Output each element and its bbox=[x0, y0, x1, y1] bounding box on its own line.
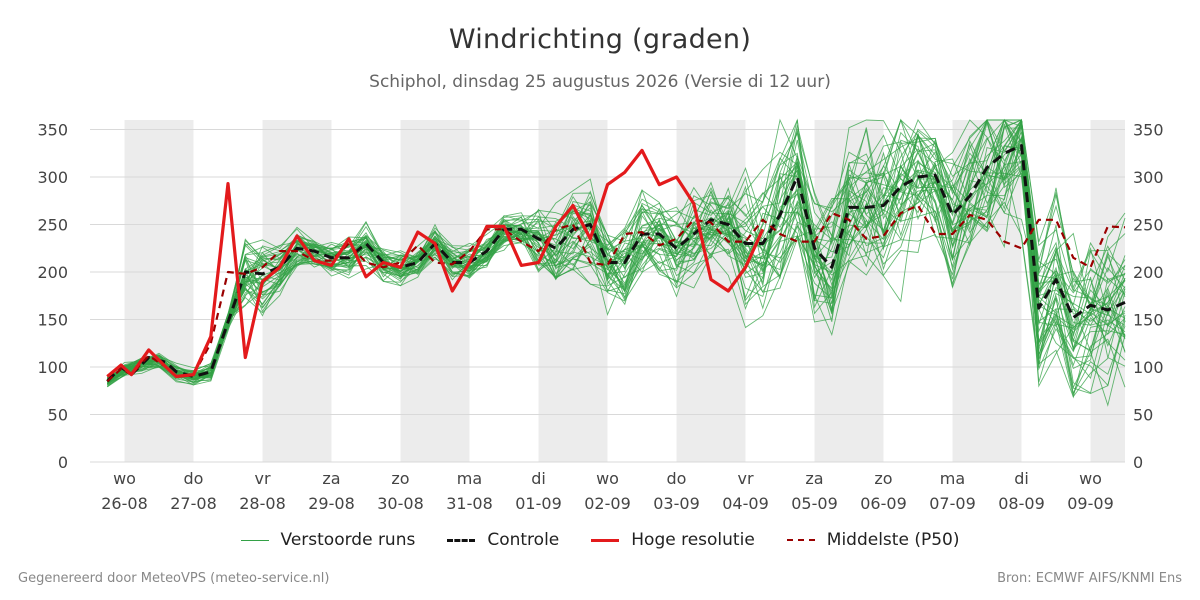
ensemble-member-line bbox=[107, 120, 1126, 398]
y-tick-label-right: 350 bbox=[1133, 121, 1164, 140]
ensemble-member-line bbox=[107, 119, 1126, 380]
x-tick-weekday: wo bbox=[596, 469, 619, 488]
night-band-4 bbox=[676, 120, 746, 462]
y-tick-label-right: 200 bbox=[1133, 263, 1164, 282]
ensemble-member-line bbox=[107, 165, 1126, 381]
y-tick-label-left: 50 bbox=[48, 406, 68, 425]
p50-line bbox=[106, 204, 1126, 383]
x-tick-date: 28-08 bbox=[239, 494, 286, 513]
legend-p50: Middelste (P50) bbox=[786, 530, 960, 550]
y-tick-label-left: 0 bbox=[58, 453, 68, 472]
legend-control-label: Controle bbox=[487, 530, 560, 550]
footer-source: Bron: ECMWF AIFS/KNMI Ens bbox=[997, 571, 1182, 586]
legend-ensemble: Verstoorde runs bbox=[240, 530, 416, 550]
y-tick-label-left: 100 bbox=[37, 358, 68, 377]
x-tick-date: 09-09 bbox=[1067, 494, 1114, 513]
x-tick-date: 26-08 bbox=[101, 494, 148, 513]
legend-p50-swatch bbox=[786, 539, 815, 541]
x-tick-weekday: do bbox=[184, 469, 204, 488]
ensemble-member-line bbox=[107, 119, 1126, 384]
y-tick-label-left: 350 bbox=[37, 121, 68, 140]
chart-subtitle: Schiphol, dinsdag 25 augustus 2026 (Vers… bbox=[369, 72, 831, 92]
legend-ensemble-swatch bbox=[240, 539, 269, 541]
x-tick-weekday: zo bbox=[874, 469, 892, 488]
x-tick-weekday: ma bbox=[457, 469, 482, 488]
y-tick-label-left: 250 bbox=[37, 216, 68, 235]
x-tick-date: 04-09 bbox=[722, 494, 769, 513]
y-tick-label-left: 200 bbox=[37, 263, 68, 282]
y-tick-label-right: 0 bbox=[1133, 453, 1143, 472]
ensemble-member-line bbox=[107, 118, 1126, 388]
ensemble-member-line bbox=[107, 119, 1126, 384]
x-tick-date: 08-09 bbox=[998, 494, 1045, 513]
x-tick-weekday: di bbox=[531, 469, 546, 488]
ensemble-member-line bbox=[107, 118, 1126, 381]
legend-hres-swatch bbox=[591, 538, 620, 542]
x-tick-weekday: zo bbox=[391, 469, 409, 488]
legend-control: Controle bbox=[447, 530, 559, 550]
night-band-0 bbox=[124, 120, 194, 462]
chart-title: Windrichting (graden) bbox=[448, 24, 752, 55]
ensemble-member-line bbox=[107, 124, 1126, 382]
x-tick-weekday: wo bbox=[113, 469, 136, 488]
ensemble-member-line bbox=[106, 118, 1126, 384]
x-tick-weekday: wo bbox=[1079, 469, 1102, 488]
ensemble-member-line bbox=[107, 119, 1126, 380]
x-tick-date: 05-09 bbox=[791, 494, 838, 513]
x-tick-weekday: vr bbox=[737, 469, 753, 488]
legend-hres: Hoge resolutie bbox=[591, 530, 755, 550]
y-tick-label-right: 150 bbox=[1133, 311, 1164, 330]
y-tick-label-left: 150 bbox=[37, 311, 68, 330]
y-tick-label-right: 50 bbox=[1133, 406, 1153, 425]
y-tick-label-right: 250 bbox=[1133, 216, 1164, 235]
legend-ensemble-label: Verstoorde runs bbox=[280, 530, 416, 550]
x-tick-date: 27-08 bbox=[170, 494, 217, 513]
x-tick-date: 30-08 bbox=[377, 494, 424, 513]
hres-line bbox=[106, 148, 765, 379]
ensemble-member-line bbox=[107, 119, 1126, 384]
x-tick-weekday: di bbox=[1014, 469, 1029, 488]
legend: Verstoorde runs Controle Hoge resolutie … bbox=[0, 530, 1200, 550]
x-tick-date: 29-08 bbox=[308, 494, 355, 513]
legend-control-swatch bbox=[447, 538, 476, 542]
legend-p50-label: Middelste (P50) bbox=[826, 530, 960, 550]
y-tick-label-right: 100 bbox=[1133, 358, 1164, 377]
night-band-3 bbox=[538, 120, 608, 462]
x-tick-date: 03-09 bbox=[653, 494, 700, 513]
x-tick-date: 06-09 bbox=[860, 494, 907, 513]
legend-hres-label: Hoge resolutie bbox=[631, 530, 755, 550]
x-tick-date: 07-09 bbox=[929, 494, 976, 513]
y-tick-label-right: 300 bbox=[1133, 168, 1164, 187]
night-band-1 bbox=[262, 120, 332, 462]
night-band-2 bbox=[400, 120, 470, 462]
x-tick-weekday: vr bbox=[254, 469, 270, 488]
y-tick-label-left: 300 bbox=[37, 168, 68, 187]
x-tick-date: 01-09 bbox=[515, 494, 562, 513]
x-tick-weekday: do bbox=[667, 469, 687, 488]
x-tick-weekday: ma bbox=[940, 469, 965, 488]
x-tick-weekday: za bbox=[805, 469, 823, 488]
ensemble-member-line bbox=[106, 145, 1126, 385]
footer-generator: Gegenereerd door MeteoVPS (meteo-service… bbox=[18, 571, 330, 586]
ensemble-member-line bbox=[107, 118, 1126, 386]
x-tick-date: 02-09 bbox=[584, 494, 631, 513]
x-tick-date: 31-08 bbox=[446, 494, 493, 513]
x-tick-weekday: za bbox=[322, 469, 340, 488]
